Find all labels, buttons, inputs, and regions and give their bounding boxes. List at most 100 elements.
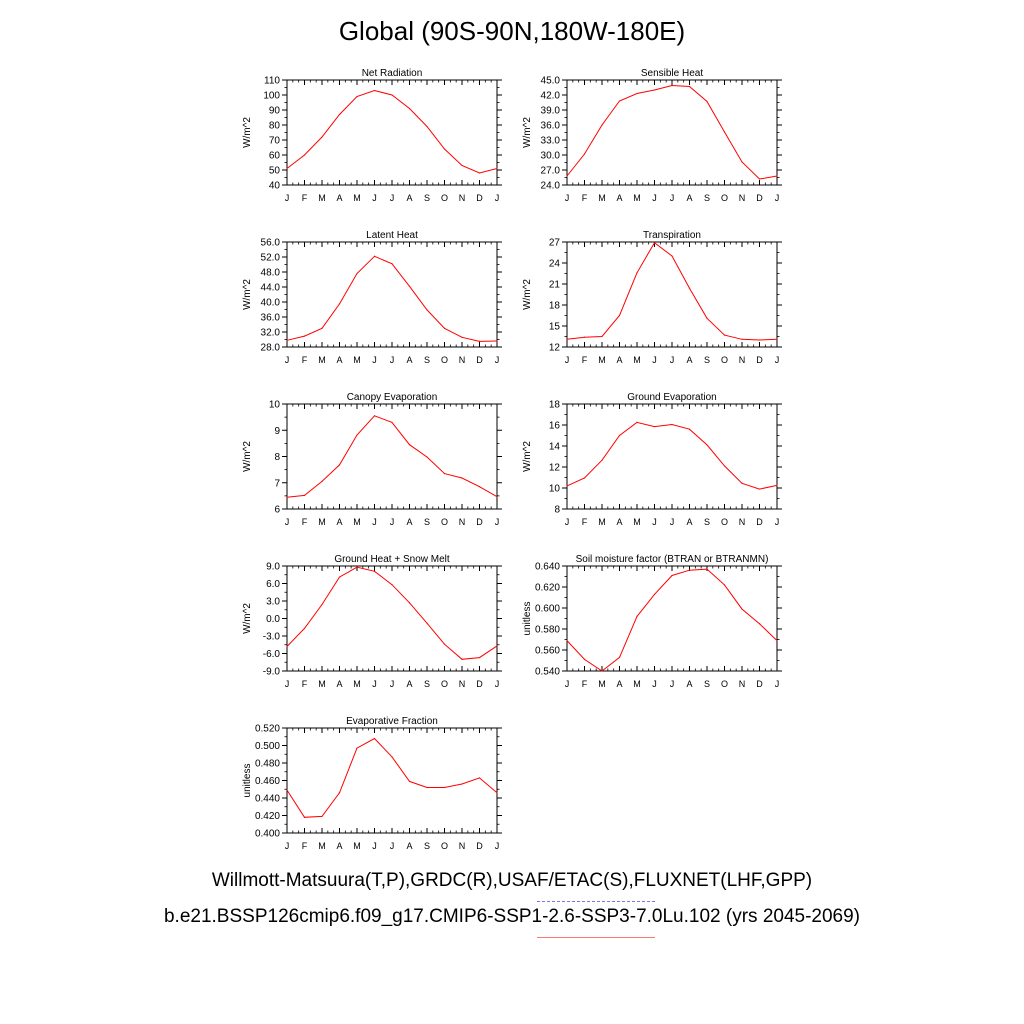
data-point [443, 148, 446, 150]
x-tick-label: S [424, 841, 430, 851]
y-tick-label: 6.0 [266, 579, 280, 590]
data-point [776, 484, 778, 486]
data-point [356, 272, 358, 275]
panel-frame [286, 241, 498, 348]
x-tick-label: M [633, 193, 641, 203]
data-point [286, 167, 288, 170]
panel-title: Latent Heat [366, 230, 418, 241]
x-tick-label: N [459, 355, 466, 365]
x-tick-label: D [476, 193, 483, 203]
x-tick-label: A [616, 193, 622, 203]
x-tick-label: D [756, 679, 763, 689]
data-point [618, 100, 621, 102]
x-tick-label: F [582, 355, 588, 365]
x-tick-label: A [336, 193, 342, 203]
observations-dash-line [537, 901, 655, 902]
x-tick-label: N [459, 679, 466, 689]
x-tick-label: J [390, 193, 395, 203]
x-tick-label: N [459, 193, 466, 203]
x-tick-label: S [424, 679, 430, 689]
data-point [426, 622, 428, 624]
data-point [443, 472, 446, 475]
x-tick-label: A [406, 841, 412, 851]
y-tick-label: 0.600 [535, 604, 560, 615]
data-point [723, 465, 726, 467]
x-tick-label: J [285, 841, 290, 851]
data-point [601, 335, 603, 338]
data-point [583, 658, 586, 661]
data-point [671, 84, 673, 87]
x-tick-label: O [721, 517, 728, 527]
data-point [303, 627, 306, 630]
data-point [461, 477, 463, 479]
x-tick-label: F [582, 679, 588, 689]
x-tick-label: S [424, 193, 430, 203]
x-tick-label: S [424, 517, 430, 527]
series-line [286, 566, 498, 660]
data-point [373, 255, 376, 257]
x-tick-label: J [670, 679, 675, 689]
x-tick-label: A [336, 517, 342, 527]
x-tick-label: O [441, 355, 448, 365]
x-tick-label: F [302, 355, 308, 365]
x-tick-label: S [704, 517, 710, 527]
y-tick-label: 12 [549, 343, 561, 354]
data-point [286, 339, 288, 341]
x-tick-label: D [756, 517, 763, 527]
panel-title: Canopy Evaporation [347, 392, 438, 403]
data-point [408, 602, 411, 604]
data-point [461, 658, 463, 660]
x-tick-label: O [721, 679, 728, 689]
x-tick-label: J [372, 517, 377, 527]
x-tick-label: J [775, 193, 780, 203]
y-tick-label: 0.440 [255, 794, 280, 805]
data-point [741, 482, 743, 484]
data-point [653, 242, 656, 244]
x-tick-label: N [739, 193, 746, 203]
footer-case: b.e21.BSSP126cmip6.f09_g17.CMIP6-SSP1-2.… [163, 906, 861, 927]
x-tick-label: J [495, 355, 500, 365]
y-tick-label: -6.0 [263, 649, 281, 660]
x-tick-label: N [739, 679, 746, 689]
panel-title: Ground Evaporation [627, 392, 717, 403]
data-point [338, 464, 341, 466]
panel-frame [566, 79, 778, 186]
y-tick-label: 27.0 [541, 166, 561, 177]
data-point [653, 89, 656, 91]
data-point [496, 496, 498, 498]
data-point [338, 113, 341, 116]
data-point [426, 456, 428, 458]
data-point [391, 263, 393, 265]
data-point [391, 94, 393, 96]
y-axis-label: W/m^2 [522, 117, 533, 148]
panel-frame [566, 565, 778, 672]
data-point [706, 568, 708, 570]
x-tick-label: N [739, 355, 746, 365]
x-tick-label: J [372, 193, 377, 203]
data-point [618, 656, 621, 658]
x-tick-label: O [441, 517, 448, 527]
data-point [671, 423, 673, 426]
x-tick-label: J [495, 517, 500, 527]
y-tick-label: 27 [549, 238, 561, 249]
data-point [426, 786, 428, 789]
x-tick-label: J [565, 679, 570, 689]
y-tick-label: 52.0 [261, 253, 281, 264]
y-tick-label: 48.0 [261, 268, 281, 279]
x-tick-label: A [406, 517, 412, 527]
x-tick-label: J [372, 679, 377, 689]
data-point [496, 340, 498, 342]
data-point [741, 338, 743, 340]
data-point [338, 792, 341, 794]
data-point [566, 485, 568, 487]
x-tick-label: S [704, 355, 710, 365]
y-tick-label: 3.0 [266, 597, 280, 608]
data-point [723, 334, 726, 336]
data-point [321, 136, 323, 138]
y-axis-label: unitless [242, 764, 253, 798]
x-tick-label: A [616, 517, 622, 527]
